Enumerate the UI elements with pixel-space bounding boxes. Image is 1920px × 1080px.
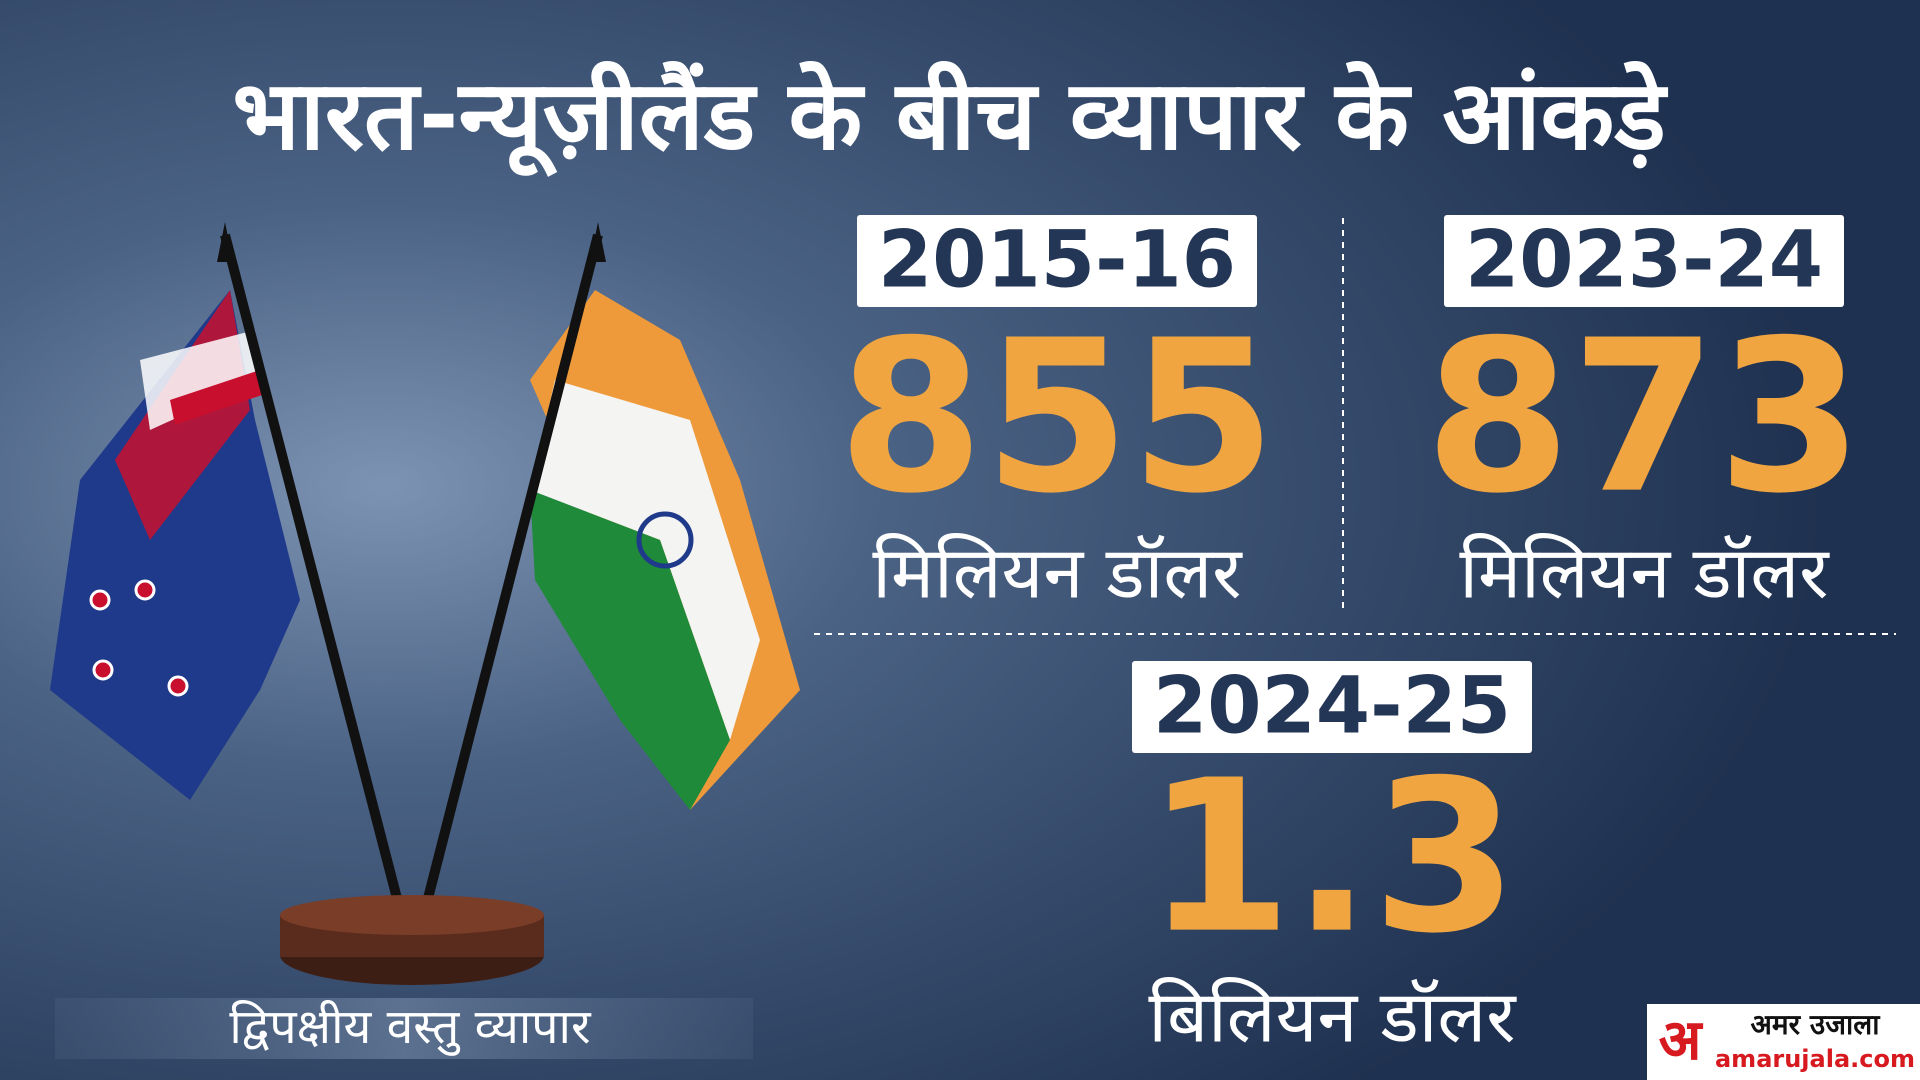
title: भारत-न्यूज़ीलैंड के बीच व्यापार के आंकड़… (232, 59, 1668, 177)
period: 2023-24 (1465, 215, 1823, 305)
logo: अ अमर उजाला amarujala.com (1647, 1004, 1920, 1080)
unit: बिलियन डॉलर (1148, 975, 1517, 1059)
caption-bar (55, 998, 753, 1059)
period: 2024-25 (1153, 661, 1511, 751)
value: 1.3 (1146, 735, 1518, 980)
logo-bg (1647, 1004, 1920, 1080)
logo-mark: अ (1659, 1008, 1704, 1073)
unit: मिलियन डॉलर (872, 531, 1243, 615)
logo-name: अमर उजाला (1751, 1008, 1882, 1041)
caption: द्विपक्षीय वस्तु व्यापार (229, 999, 592, 1056)
logo-site: amarujala.com (1715, 1045, 1915, 1073)
period-box (1444, 215, 1844, 307)
flags-illustration (50, 222, 800, 985)
unit: मिलियन डॉलर (1459, 531, 1830, 615)
value: 855 (838, 295, 1276, 540)
period-box (1132, 661, 1532, 753)
period-box (857, 215, 1257, 307)
value: 873 (1425, 295, 1863, 540)
period: 2015-16 (878, 215, 1236, 305)
